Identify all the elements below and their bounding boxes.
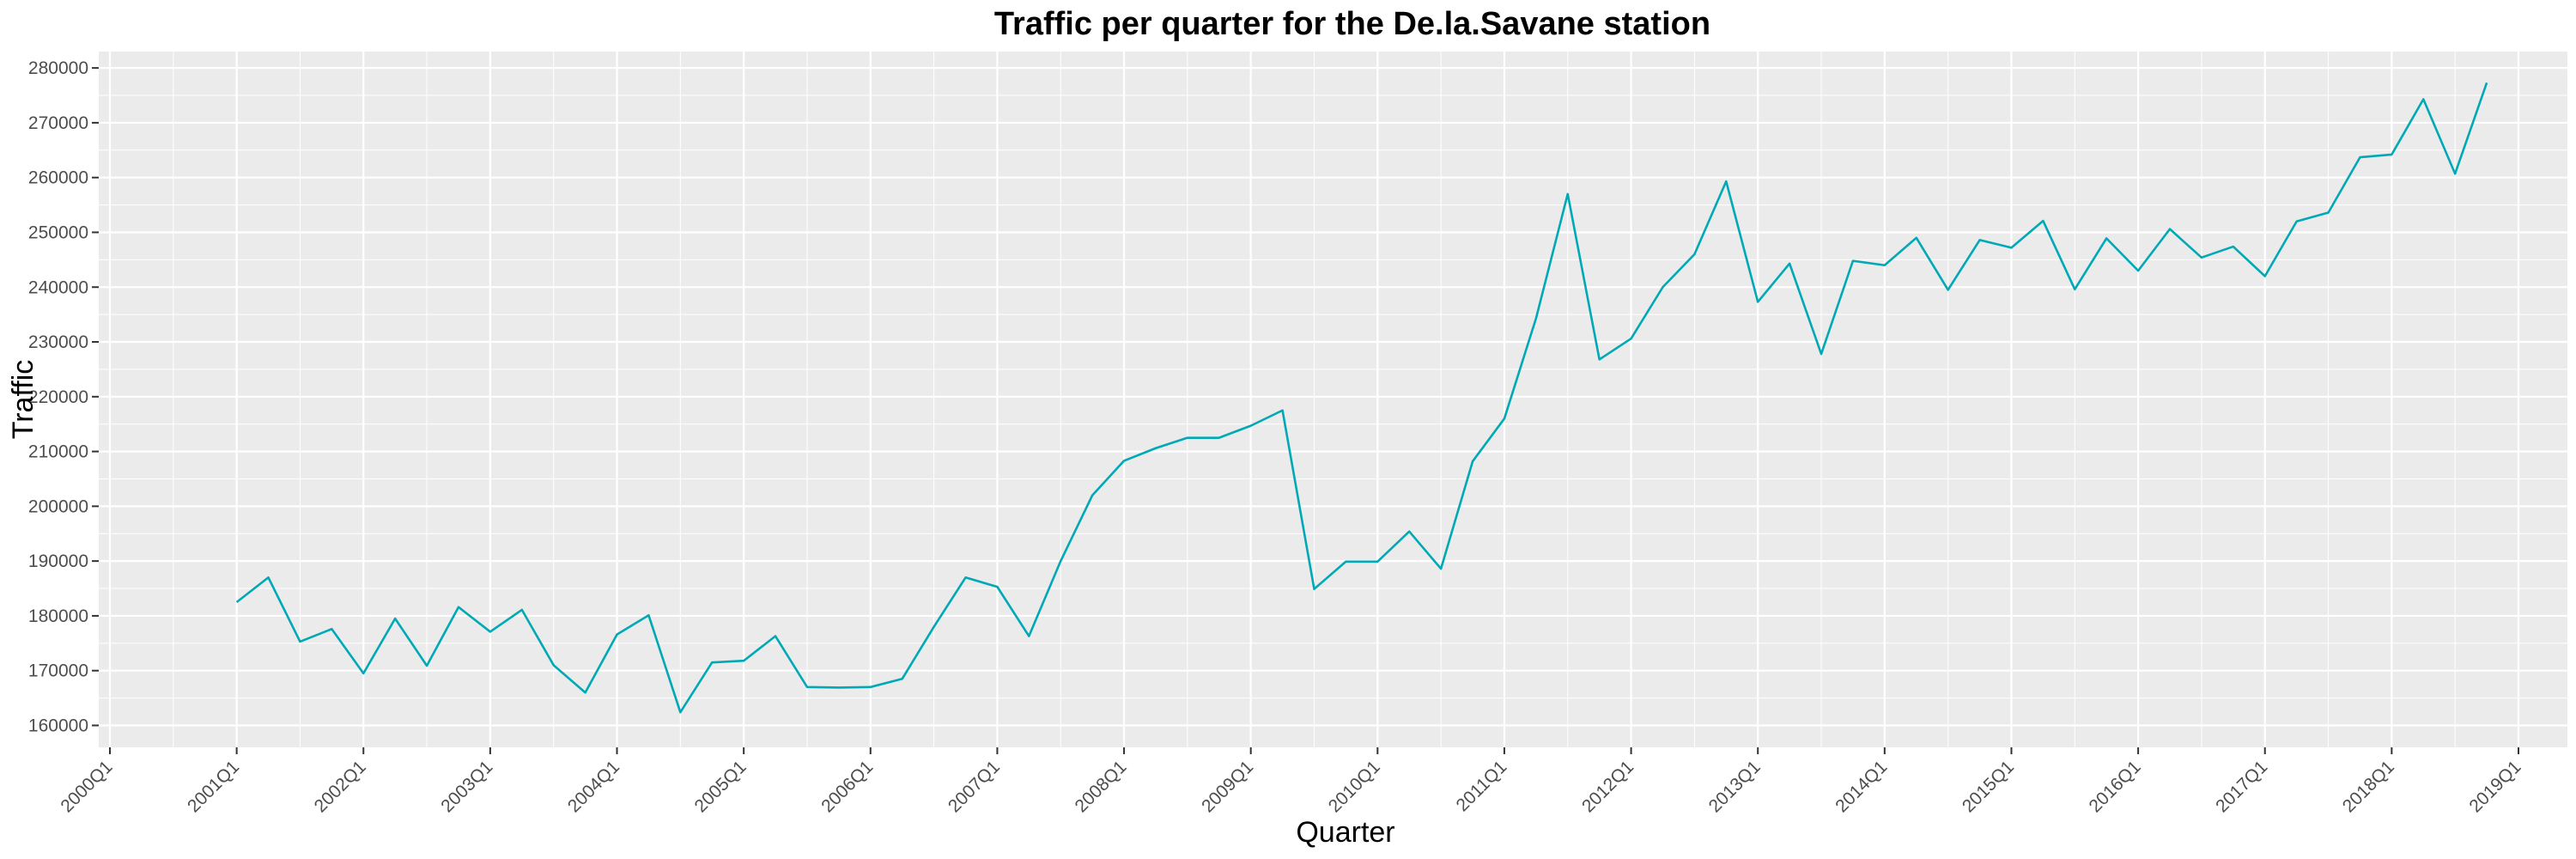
x-axis-ticks: 2000Q1 2001Q1 2002Q1 2003Q1 2004Q1 2005Q1 2006…	[57, 747, 2525, 816]
x-tick-label: 2004Q1	[564, 757, 623, 816]
chart-title: Traffic per quarter for the De.la.Savane…	[994, 6, 1710, 42]
y-tick-label: 270000	[28, 113, 88, 133]
x-tick-label: 2016Q1	[2086, 757, 2145, 816]
traffic-series-line	[235, 82, 2488, 714]
x-tick-label: 2003Q1	[437, 757, 496, 816]
y-axis-title: Traffic	[7, 360, 39, 440]
x-tick-label: 2001Q1	[184, 757, 243, 816]
x-tick-label: 2009Q1	[1198, 757, 1257, 816]
x-tick-label: 2010Q1	[1325, 757, 1384, 816]
y-tick-label: 230000	[28, 332, 88, 352]
minor-gridlines	[99, 52, 2567, 747]
y-tick-label: 280000	[28, 58, 88, 78]
y-axis-ticks: 160000 170000 180000 190000 200000 210000 2200…	[28, 58, 99, 735]
plot-background	[99, 52, 2567, 747]
y-tick-label: 180000	[28, 606, 88, 626]
y-tick-label: 160000	[28, 716, 88, 735]
y-tick-label: 200000	[28, 497, 88, 516]
x-tick-label: 2011Q1	[1452, 757, 1510, 815]
x-tick-label: 2018Q1	[2339, 757, 2398, 816]
x-tick-label: 2005Q1	[691, 757, 750, 816]
x-tick-label: 2015Q1	[1959, 757, 2018, 816]
y-tick-label: 210000	[28, 442, 88, 462]
y-tick-label: 240000	[28, 277, 88, 297]
x-tick-label: 2006Q1	[817, 757, 877, 816]
x-tick-label: 2012Q1	[1578, 757, 1637, 816]
major-gridlines	[99, 52, 2567, 747]
x-tick-label: 2014Q1	[1832, 757, 1891, 816]
y-tick-label: 260000	[28, 168, 88, 188]
y-tick-label: 190000	[28, 551, 88, 571]
y-tick-label: 170000	[28, 661, 88, 681]
x-tick-label: 2013Q1	[1705, 757, 1765, 816]
x-tick-label: 2008Q1	[1071, 757, 1130, 816]
series-layer	[235, 82, 2488, 714]
y-tick-label: 220000	[28, 387, 88, 407]
x-tick-label: 2000Q1	[57, 757, 116, 816]
x-tick-label: 2002Q1	[311, 757, 370, 816]
x-tick-label: 2019Q1	[2465, 757, 2524, 816]
x-tick-label: 2007Q1	[945, 757, 1004, 816]
x-axis-title: Quarter	[1296, 816, 1394, 849]
x-tick-label: 2017Q1	[2212, 757, 2271, 816]
y-tick-label: 250000	[28, 222, 88, 242]
